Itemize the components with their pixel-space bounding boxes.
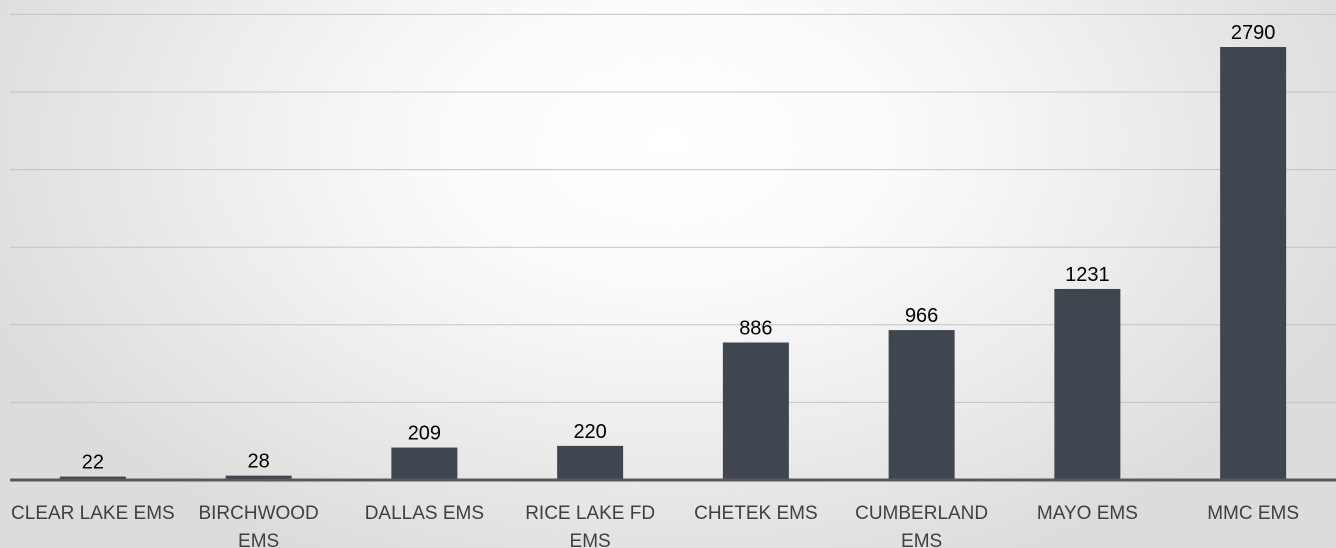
- x-tick-label-line: CHETEK EMS: [694, 503, 818, 524]
- x-tick-label-line: EMS: [570, 531, 611, 548]
- bar: [1054, 289, 1120, 480]
- data-label: 886: [739, 317, 772, 339]
- x-tick-label: MAYO EMS: [1037, 503, 1138, 524]
- x-tick-label-line: MMC EMS: [1207, 503, 1299, 524]
- bar: [889, 330, 955, 480]
- data-label: 1231: [1065, 264, 1110, 286]
- data-label: 209: [408, 423, 441, 445]
- bar: [391, 448, 457, 480]
- data-label: 2790: [1231, 22, 1276, 44]
- data-label: 28: [248, 451, 270, 473]
- bar: [723, 342, 789, 480]
- x-tick-label: DALLAS EMS: [365, 503, 484, 524]
- x-tick-label: RICE LAKE FD EMS: [525, 503, 655, 548]
- gridlines: [10, 14, 1336, 402]
- x-tick-label: MMC EMS: [1207, 503, 1299, 524]
- x-tick-labels: CLEAR LAKE EMS BIRCHWOOD EMS DALLAS EMS RICE…: [11, 503, 1299, 548]
- bar: [1220, 47, 1286, 480]
- x-tick-label: CHETEK EMS: [694, 503, 818, 524]
- x-tick-label: CUMBERLAND EMS: [855, 503, 988, 548]
- x-tick-label-line: DALLAS EMS: [365, 503, 484, 524]
- x-tick-label-line: CLEAR LAKE EMS: [11, 503, 175, 524]
- x-tick-label: CLEAR LAKE EMS: [11, 503, 175, 524]
- bar: [557, 446, 623, 480]
- x-tick-label-line: RICE LAKE FD: [525, 503, 655, 524]
- x-tick-label-line: EMS: [238, 531, 279, 548]
- x-tick-label-line: CUMBERLAND: [855, 503, 988, 524]
- data-label: 220: [573, 421, 606, 443]
- x-tick-label-line: MAYO EMS: [1037, 503, 1138, 524]
- x-tick-label-line: EMS: [901, 531, 942, 548]
- data-label: 22: [82, 452, 104, 474]
- x-tick-label: BIRCHWOOD EMS: [198, 503, 318, 548]
- data-label: 966: [905, 305, 938, 327]
- x-tick-label-line: BIRCHWOOD: [198, 503, 318, 524]
